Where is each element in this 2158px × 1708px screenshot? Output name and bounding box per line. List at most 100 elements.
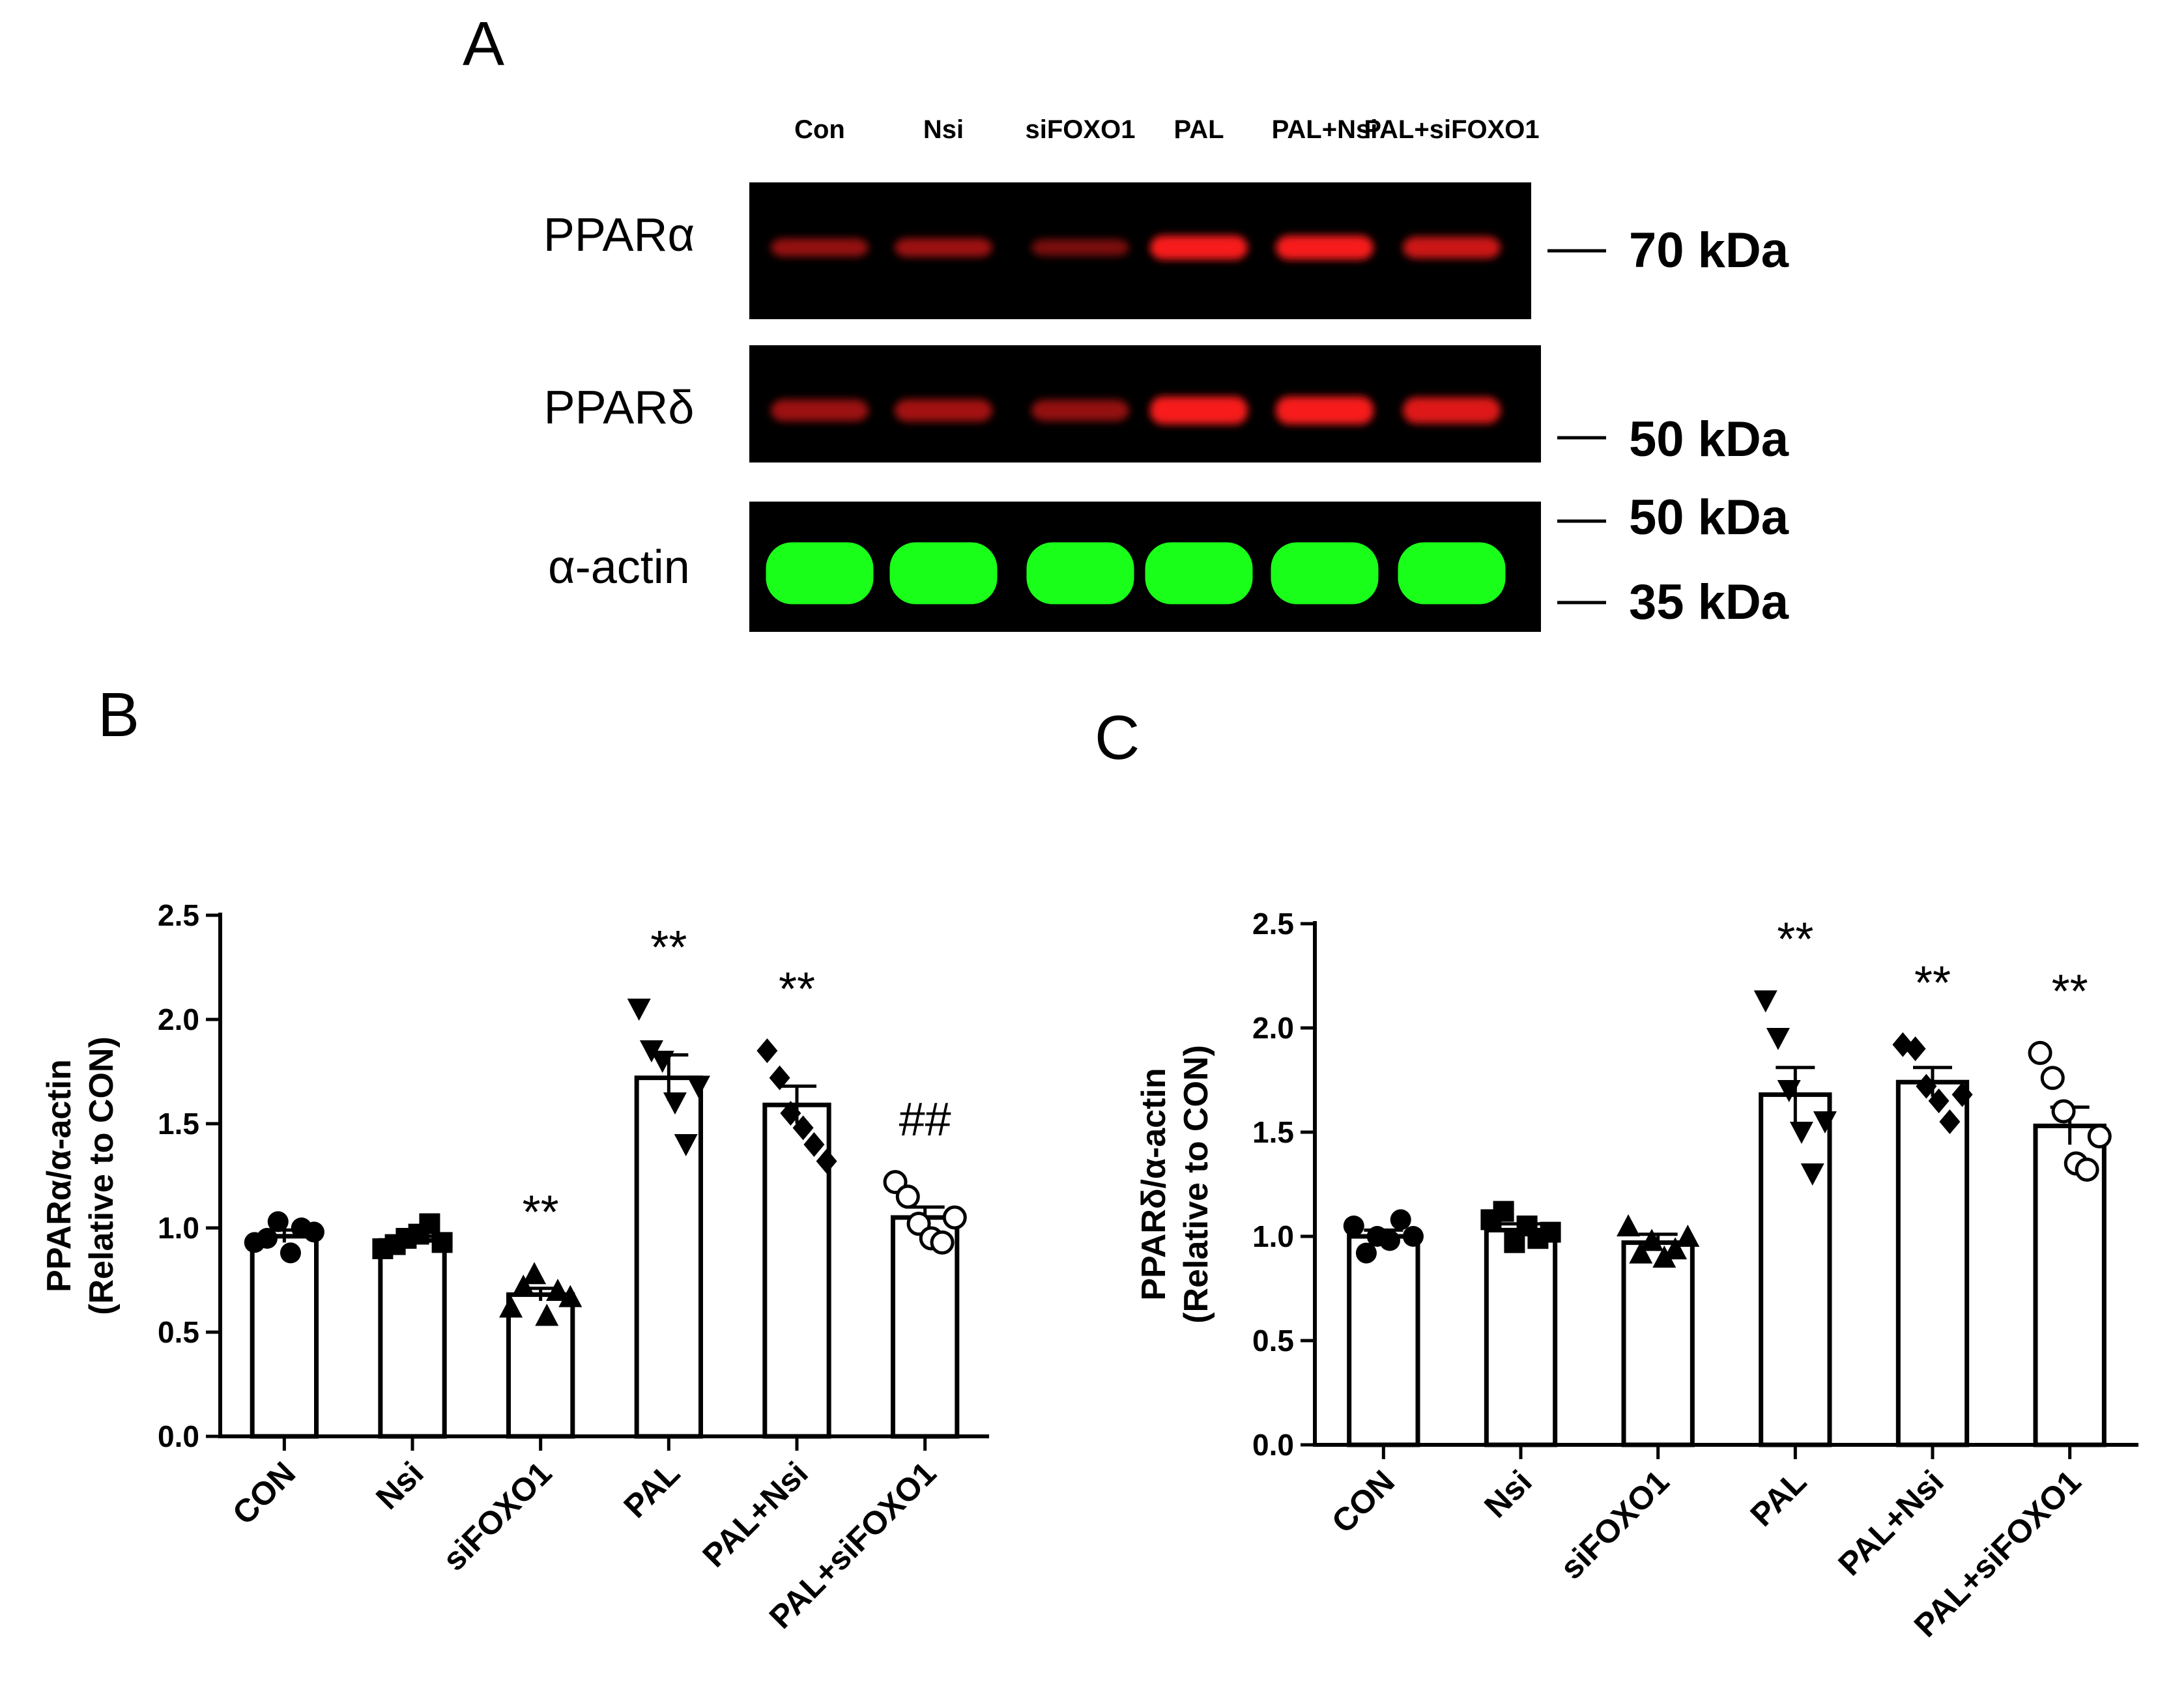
category-label: CON [1325,1463,1402,1540]
bar [1484,1227,1558,1447]
data-point [1652,1245,1676,1268]
data-point [1916,1074,1937,1099]
lane-label: Nsi [923,115,964,144]
y-tick-label: 2.0 [1252,1011,1294,1045]
data-point [1800,1163,1824,1186]
panel-letter-a: A [463,9,504,79]
protein-label: α-actin [548,541,690,593]
panel-letter-b: B [98,680,139,750]
data-point [1939,1109,1961,1134]
data-point [511,1274,536,1297]
significance-annotation: ** [650,922,687,974]
blot-band [1145,542,1253,605]
blot-band [895,238,992,257]
data-point [2051,1099,2076,1124]
data-point [546,1279,570,1301]
blot-strip [749,182,1531,319]
y-tick-label: 0.5 [158,1315,199,1349]
blot-band [1403,397,1501,424]
blot-band [1276,235,1374,260]
data-point [2075,1158,2099,1182]
data-point [1951,1082,1973,1107]
y-axis-title-line1: PPARδ/α-actin [1135,1068,1173,1300]
bar [250,1234,319,1439]
lane-label: PAL+siFOXO1 [1364,115,1539,144]
data-point [1402,1226,1424,1247]
blot-band [889,542,998,605]
data-point [2087,1124,2112,1148]
y-tick-label: 0.0 [1252,1428,1294,1462]
data-point [756,1038,778,1063]
data-point [1379,1230,1400,1251]
significance-annotation: ** [1777,913,1813,965]
data-point [686,1075,710,1098]
data-point [267,1211,289,1232]
data-point [1813,1111,1837,1133]
data-point [1663,1237,1688,1260]
lane-label: PAL+Nsi [1272,115,1378,144]
protein-label: PPARδ [544,382,695,434]
data-point [303,1221,324,1243]
chart-c: 0.0 0.5 1.0 1.5 2.0 2.5 PPARδ/α-actin (Relative… [1135,907,2138,1644]
significance-annotation: ** [2052,965,2088,1018]
data-point [627,999,651,1021]
bar [762,1102,831,1439]
bar [1621,1240,1695,1447]
data-point [1676,1225,1700,1247]
y-tick-label: 1.0 [1252,1219,1294,1253]
y-tick-label: 0.0 [158,1419,199,1453]
blot-band [1031,399,1129,421]
blot-band [1403,236,1501,259]
data-point [256,1228,278,1249]
data-point [1390,1209,1411,1231]
significance-annotation: ## [899,1094,951,1146]
data-point [1617,1214,1641,1236]
y-tick-label: 2.5 [1252,907,1294,941]
data-point [942,1205,967,1230]
data-point [803,1132,825,1157]
data-point [1753,990,1777,1013]
lane-label: PAL [1173,115,1224,144]
kda-label: 50 kDa [1629,412,1789,467]
data-point [1540,1221,1561,1243]
data-point [1766,1028,1790,1050]
data-point [650,1051,674,1073]
data-point [280,1242,301,1264]
data-point [499,1295,523,1318]
category-label: Nsi [1477,1463,1539,1525]
significance-annotation: ** [523,1186,559,1238]
data-point [535,1303,559,1326]
category-label: CON [225,1455,302,1531]
y-tick-label: 2.5 [158,898,199,932]
category-label: siFOXO1 [1553,1463,1676,1586]
y-tick-label: 2.0 [158,1003,199,1036]
category-label: Nsi [369,1455,431,1516]
data-point [431,1232,453,1253]
y-tick-label: 0.5 [1252,1324,1294,1358]
lane-label: Con [794,115,845,144]
data-point [674,1134,698,1156]
bar [1895,1079,1970,1447]
chart-b: 0.0 0.5 1.0 1.5 2.0 2.5 PPARα/α-actin (Relative… [40,898,989,1636]
data-point [663,1092,687,1115]
data-point [1777,1080,1801,1102]
bar [634,1075,704,1439]
category-label: PAL+Nsi [1831,1463,1950,1582]
data-point [1493,1201,1514,1222]
data-point [558,1285,583,1307]
data-point [769,1065,790,1090]
blot-band [1150,396,1248,425]
bar [1759,1092,1832,1447]
y-axis-title-line1: PPARα/α-actin [40,1059,78,1292]
data-point [780,1101,801,1126]
blot-band [1150,235,1248,260]
protein-label: PPARα [543,209,695,261]
category-label: PAL [1743,1463,1813,1533]
data-point [523,1262,547,1285]
data-point [1355,1242,1377,1264]
kda-label: 35 kDa [1629,575,1789,630]
panel-letter-c: C [1095,703,1140,773]
data-point [792,1115,814,1141]
